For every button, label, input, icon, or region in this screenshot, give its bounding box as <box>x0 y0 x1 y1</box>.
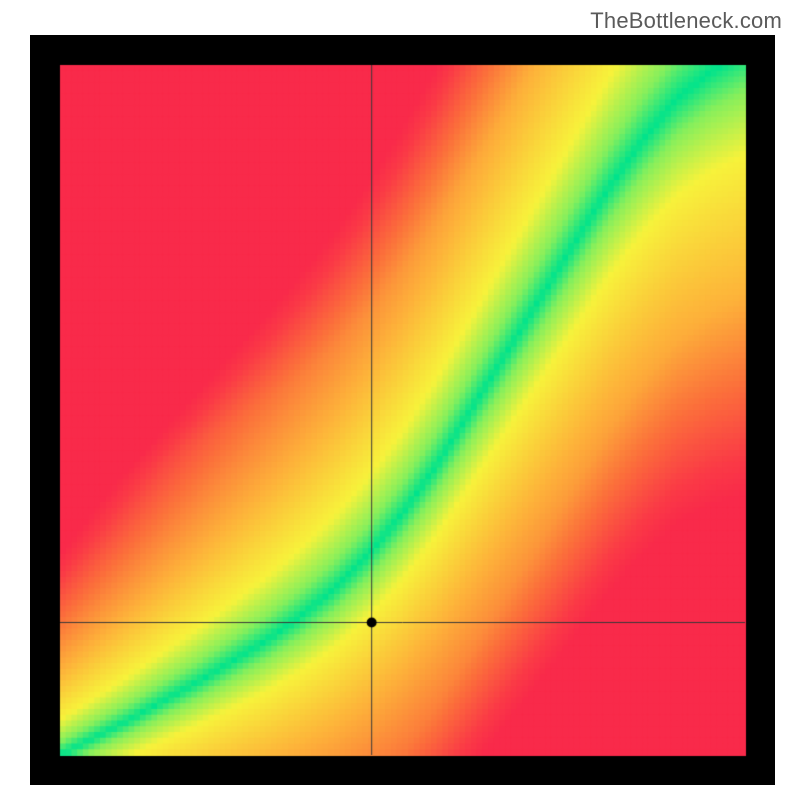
heatmap-canvas <box>30 35 775 785</box>
watermark-text: TheBottleneck.com <box>590 8 782 34</box>
bottleneck-heatmap <box>30 35 775 785</box>
